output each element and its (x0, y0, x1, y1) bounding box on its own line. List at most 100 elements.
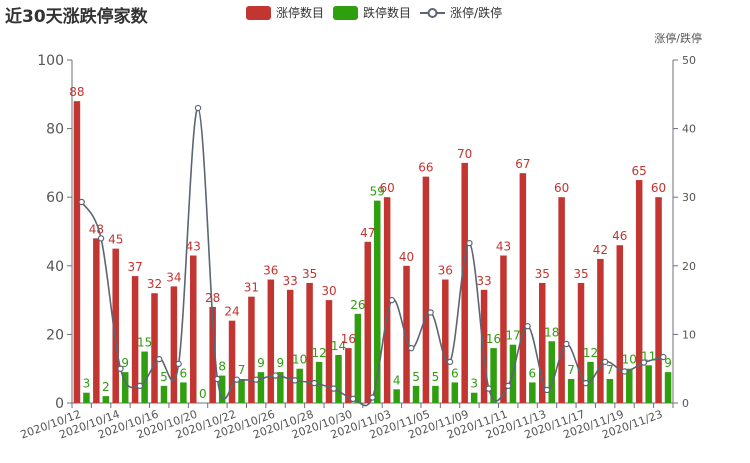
bar-up (538, 282, 546, 403)
bar-down-label: 0 (199, 387, 207, 401)
bar-down (238, 378, 245, 403)
legend-label-up: 涨停数目 (276, 6, 325, 20)
bar-up (228, 320, 236, 403)
bar-up (577, 282, 585, 403)
bar-down-label: 16 (486, 332, 501, 346)
bar-down-label: 7 (567, 363, 575, 377)
bar-down-label: 9 (664, 356, 672, 370)
bar-down (490, 348, 497, 403)
ratio-point (97, 235, 105, 242)
ratio-point (640, 359, 648, 366)
legend-item-ratio[interactable]: 涨停/跌停 (420, 4, 502, 21)
bar-up (306, 282, 313, 403)
bar-up (442, 279, 449, 403)
bar-up (209, 306, 216, 403)
ratio-point (252, 376, 260, 383)
bar-up (422, 176, 430, 403)
bar-up-label: 16 (341, 332, 356, 346)
bar-down (606, 378, 614, 403)
bar-down-label: 4 (393, 373, 401, 387)
bar-up (461, 162, 468, 403)
bar-up (190, 255, 197, 403)
ratio-point (214, 375, 221, 383)
y-right-tick-label: 20 (682, 260, 696, 273)
legend-item-down[interactable]: 跌停数目 (333, 4, 411, 21)
bar-up-label: 43 (496, 240, 511, 254)
bar-down (180, 382, 187, 403)
bar-down (393, 389, 400, 403)
bar-up (364, 241, 371, 403)
legend-label-ratio: 涨停/跌停 (450, 6, 503, 20)
ratio-point (601, 358, 609, 366)
bar-down (257, 372, 265, 403)
bar-up (73, 101, 81, 403)
ratio-point (408, 344, 415, 352)
y-right-tick-label: 0 (682, 397, 689, 410)
bar-down (529, 382, 536, 403)
bar-down (412, 385, 420, 403)
bar-up (480, 289, 488, 403)
bar-down (160, 385, 168, 403)
bar-up (151, 293, 158, 403)
bar-up (325, 300, 333, 403)
bar-up-label: 45 (108, 233, 123, 247)
ratio-point (388, 296, 396, 304)
bar-up-label: 35 (573, 267, 588, 281)
legend-label-down: 跌停数目 (363, 6, 412, 20)
bar-down (548, 341, 555, 403)
bar-up (383, 197, 391, 403)
ratio-point (349, 395, 357, 403)
y-left-tick-label: 40 (46, 259, 64, 275)
bar-up-label: 60 (379, 181, 394, 195)
ratio-point (466, 239, 473, 247)
bar-down (432, 385, 439, 403)
bar-up-label: 33 (476, 274, 491, 288)
bar-down-label: 12 (583, 346, 598, 360)
bar-up-label: 35 (535, 267, 550, 281)
bar-up (248, 296, 255, 403)
ratio-point (369, 394, 376, 401)
bar-up (655, 197, 662, 403)
bar-down (626, 368, 633, 403)
ratio-point (524, 322, 531, 330)
y-right-axis-name: 涨停/跌停 (654, 31, 702, 45)
bar-up (267, 279, 275, 403)
bar-down-label: 7 (606, 363, 614, 377)
ratio-point (446, 358, 454, 366)
bar-up-label: 70 (457, 147, 472, 161)
y-left-tick-label: 20 (46, 327, 64, 343)
bar-down (645, 365, 652, 403)
ratio-point (660, 353, 667, 361)
ratio-point (311, 379, 318, 387)
bar-down-label: 6 (529, 366, 537, 380)
bar-down (567, 378, 575, 403)
bar-down (218, 375, 226, 403)
bar-down-label: 18 (544, 325, 559, 339)
bar-down-label: 12 (311, 346, 326, 360)
ratio-point (194, 104, 202, 112)
bar-down-label: 5 (412, 370, 420, 384)
ratio-line (80, 107, 664, 407)
bar-up (170, 286, 178, 403)
ratio-point (330, 385, 337, 392)
bar-down-label: 15 (137, 336, 152, 350)
bar-down-label: 17 (505, 329, 520, 343)
ratio-point (505, 382, 512, 390)
bar-up-label: 35 (302, 267, 317, 281)
bar-down (374, 200, 381, 403)
bar-down (296, 368, 303, 403)
bar-up-label: 46 (612, 229, 627, 243)
bar-up (616, 245, 624, 403)
bar-up-label: 67 (515, 157, 530, 171)
bar-down (141, 351, 148, 403)
bar-up (93, 238, 100, 403)
bar-up (131, 276, 139, 403)
bar-down-label: 5 (160, 370, 168, 384)
bar-up-label: 43 (186, 240, 201, 254)
legend: 涨停数目 跌停数目 涨停/跌停 (246, 4, 511, 21)
bar-down-label: 9 (121, 356, 129, 370)
ratio-point (563, 340, 570, 348)
bar-down-label: 9 (257, 356, 265, 370)
legend-item-up[interactable]: 涨停数目 (246, 4, 324, 21)
ratio-point (136, 382, 144, 390)
